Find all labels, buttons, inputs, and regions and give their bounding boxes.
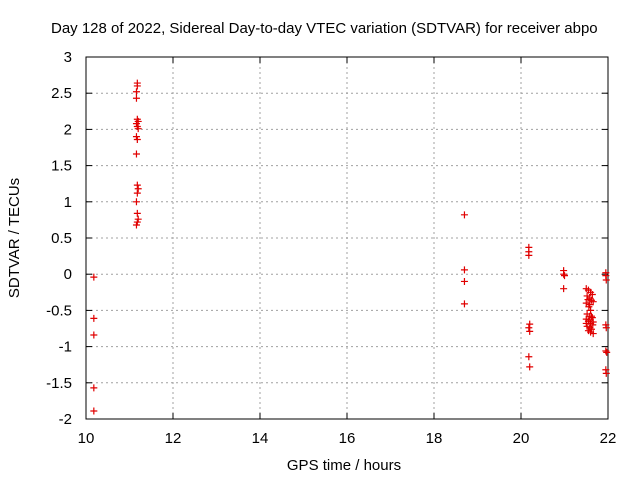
x-tick-label: 16	[339, 430, 356, 447]
chart-title: Day 128 of 2022, Sidereal Day-to-day VTE…	[51, 20, 598, 37]
y-tick-label: 2.5	[51, 85, 72, 102]
data-point	[602, 324, 610, 332]
axis-ticks	[85, 56, 609, 420]
y-tick-label: 0.5	[51, 230, 72, 247]
data-point	[134, 185, 142, 193]
data-point	[589, 318, 597, 326]
data-point	[460, 266, 468, 274]
data-point	[460, 300, 468, 308]
data-point	[560, 270, 568, 278]
data-point	[90, 314, 98, 322]
data-point	[602, 276, 610, 284]
y-tick-label: 3	[64, 49, 72, 66]
x-tick-label: 20	[513, 430, 530, 447]
y-tick-label: -1.5	[46, 375, 72, 392]
data-point	[588, 290, 596, 298]
data-point	[602, 347, 610, 355]
y-tick-labels: -2 -1.5 -1 -0.5 0 0.5 1 1.5 2 2.5 3	[46, 49, 72, 428]
data-point	[132, 221, 140, 229]
y-tick-label: -2	[59, 411, 72, 428]
data-point	[585, 316, 593, 324]
y-tick-label: 1.5	[51, 158, 72, 175]
y-tick-label: -1	[59, 339, 72, 356]
data-point	[561, 272, 568, 280]
data-point	[587, 312, 595, 320]
data-point	[603, 348, 611, 356]
grid-lines	[86, 57, 608, 419]
y-tick-label: -0.5	[46, 302, 72, 319]
data-point	[133, 82, 141, 90]
data-point	[133, 181, 141, 189]
data-point	[90, 407, 98, 415]
data-point	[525, 353, 533, 361]
data-point	[587, 306, 595, 314]
data-point	[602, 369, 610, 377]
data-point	[133, 189, 141, 197]
y-axis-label: SDTVAR / TECUs	[6, 178, 23, 298]
data-point	[526, 320, 534, 328]
data-point	[582, 299, 590, 307]
data-point	[525, 324, 533, 332]
data-point	[90, 384, 98, 392]
y-tick-label: 0	[64, 266, 72, 283]
x-tick-label: 22	[600, 430, 617, 447]
y-tick-label: 2	[64, 121, 72, 138]
data-point	[582, 319, 590, 327]
data-points	[90, 79, 611, 415]
data-point	[526, 363, 534, 371]
data-point	[90, 273, 98, 281]
y-tick-label: 1	[64, 194, 72, 211]
x-tick-label: 10	[78, 430, 95, 447]
data-point	[589, 330, 597, 338]
data-point	[133, 209, 141, 217]
x-tick-label: 12	[165, 430, 182, 447]
data-point	[90, 331, 98, 339]
data-point	[133, 136, 141, 144]
x-axis-label: GPS time / hours	[287, 457, 401, 474]
x-tick-label: 14	[252, 430, 269, 447]
data-point	[526, 327, 534, 335]
data-point	[132, 198, 140, 206]
data-point	[586, 301, 594, 309]
data-point	[460, 211, 468, 219]
x-tick-label: 18	[426, 430, 443, 447]
data-point	[584, 296, 592, 304]
data-point	[132, 150, 140, 158]
data-point	[132, 94, 140, 102]
data-point	[525, 251, 533, 259]
data-point	[460, 277, 468, 285]
data-point	[560, 285, 568, 293]
data-point	[134, 125, 142, 133]
data-point	[132, 88, 140, 96]
x-tick-labels: 10 12 14 16 18 20 22	[78, 430, 617, 447]
